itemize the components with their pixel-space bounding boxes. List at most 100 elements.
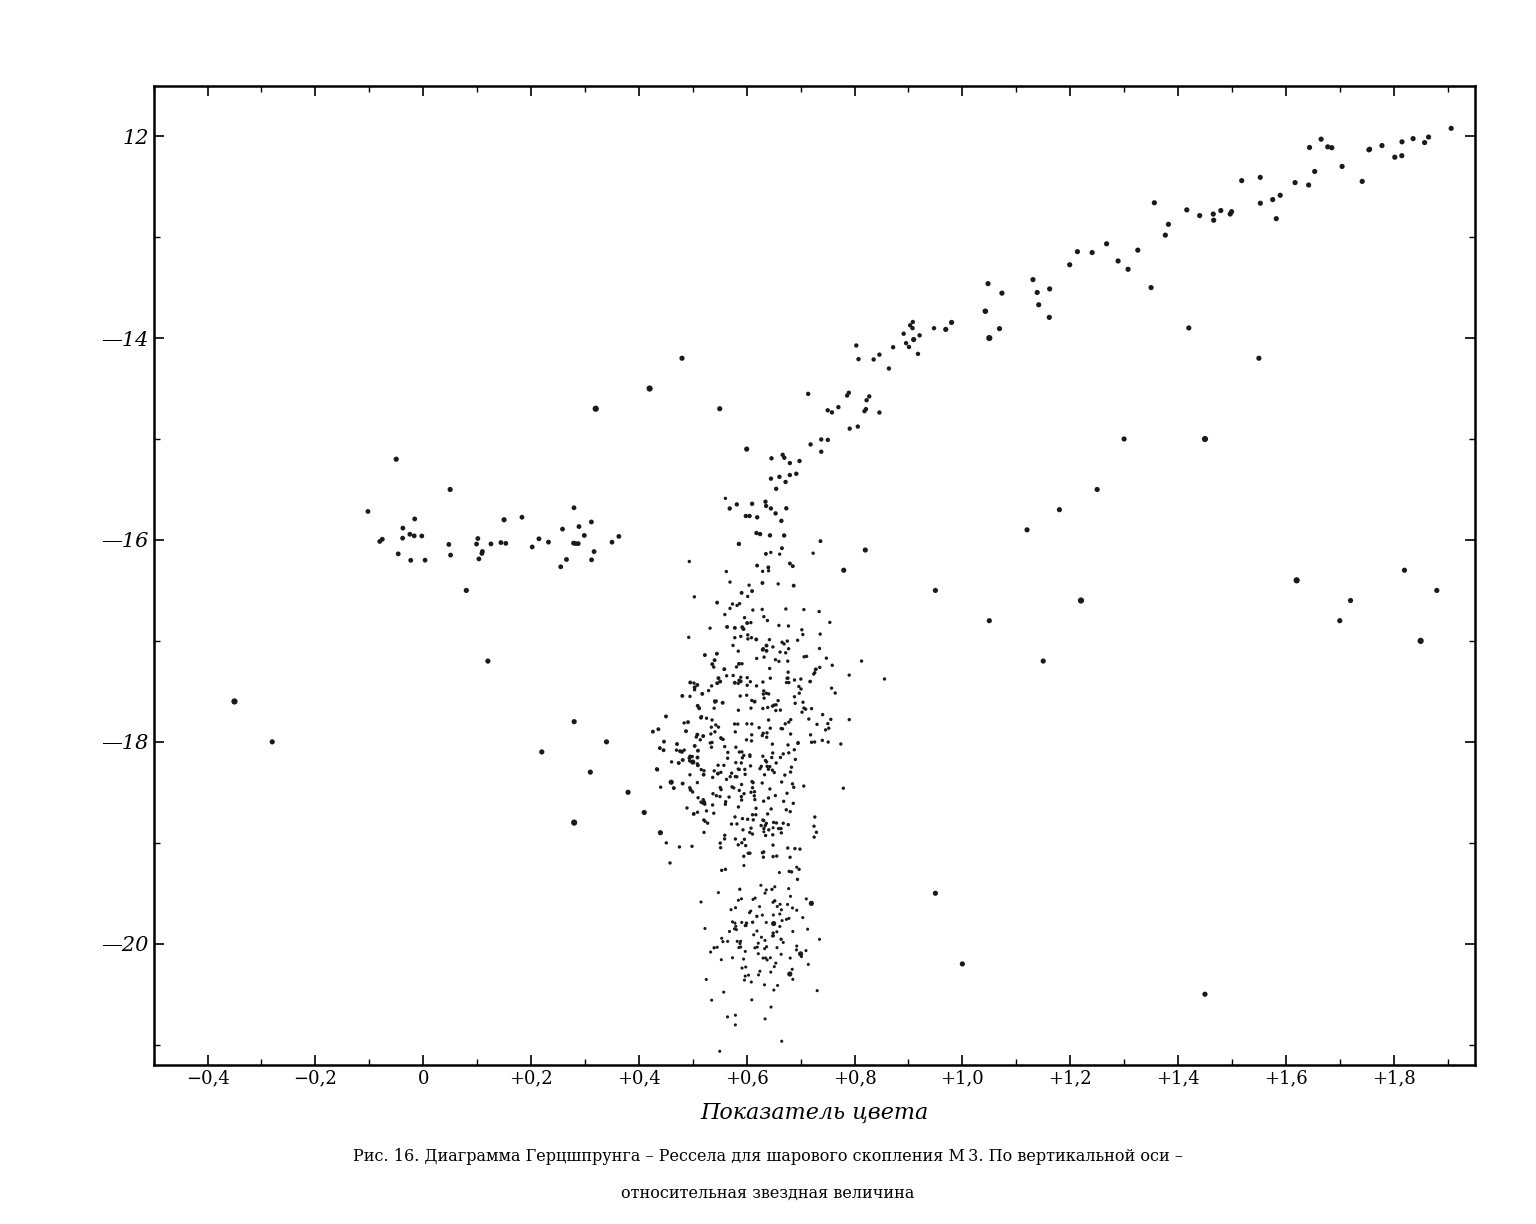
Point	[565, 534, 590, 553]
Point	[783, 694, 808, 714]
Point	[1175, 200, 1200, 219]
Point	[790, 621, 814, 640]
Point	[816, 400, 840, 420]
Point	[1424, 580, 1448, 600]
Point	[759, 748, 783, 767]
Point	[708, 728, 733, 748]
Point	[654, 834, 679, 853]
Point	[1382, 147, 1407, 166]
Point	[607, 526, 631, 546]
Point	[780, 793, 805, 813]
Point	[783, 838, 808, 858]
Point	[722, 628, 746, 647]
Point	[757, 718, 782, 738]
Point	[1264, 209, 1289, 229]
Point	[796, 955, 820, 974]
Point	[717, 787, 742, 807]
Point	[1048, 499, 1072, 519]
Point	[733, 971, 757, 990]
Point	[746, 965, 771, 984]
Point	[808, 639, 833, 659]
Point	[809, 731, 834, 750]
Point	[708, 834, 733, 853]
Point	[677, 687, 702, 706]
Point	[794, 889, 819, 908]
Point	[700, 710, 725, 730]
Point	[785, 630, 809, 650]
Point	[759, 542, 783, 562]
Point	[751, 823, 776, 842]
Point	[1298, 137, 1322, 157]
Point	[688, 892, 713, 912]
Point	[402, 526, 427, 546]
Point	[685, 676, 710, 695]
Point	[699, 942, 723, 962]
Point	[779, 862, 803, 881]
Point	[780, 922, 805, 941]
Point	[648, 777, 673, 797]
Point	[762, 927, 786, 946]
Point	[820, 403, 845, 422]
Point	[654, 706, 679, 726]
Point	[743, 523, 768, 542]
Point	[730, 742, 754, 761]
Point	[530, 742, 554, 761]
Point	[667, 753, 691, 772]
Point	[923, 884, 948, 903]
Point	[1069, 591, 1094, 611]
Point	[1350, 171, 1375, 191]
Point	[823, 683, 848, 703]
Point	[750, 774, 774, 793]
Point	[777, 802, 802, 821]
Point	[703, 692, 728, 711]
Point	[734, 507, 759, 526]
Point	[734, 730, 759, 749]
Point	[779, 763, 803, 782]
Point	[398, 524, 422, 543]
Point	[742, 925, 766, 945]
Text: Рис. 16. Диаграмма Герцшпрунга – Рессела для шарового скопления М 3. По вертикал: Рис. 16. Диаграмма Герцшпрунга – Рессела…	[353, 1148, 1183, 1165]
Point	[857, 387, 882, 406]
Point	[786, 859, 811, 879]
Point	[470, 542, 495, 562]
Point	[754, 814, 779, 834]
Point	[760, 743, 785, 763]
Point	[567, 517, 591, 536]
Point	[826, 398, 851, 417]
Point	[691, 726, 716, 745]
Point	[702, 650, 727, 670]
Point	[594, 732, 619, 752]
Point	[831, 561, 856, 580]
Point	[734, 913, 759, 933]
Point	[759, 498, 783, 518]
Point	[728, 667, 753, 687]
Point	[731, 820, 756, 840]
Point	[799, 699, 823, 718]
Point	[696, 681, 720, 700]
Point	[670, 687, 694, 706]
Point	[713, 794, 737, 814]
Point	[223, 692, 247, 711]
Point	[467, 550, 492, 569]
Point	[740, 810, 765, 830]
Point	[1112, 430, 1137, 449]
Point	[699, 676, 723, 695]
Point	[645, 760, 670, 780]
Point	[786, 733, 811, 753]
Point	[493, 534, 518, 553]
Point	[1192, 984, 1217, 1004]
Point	[702, 722, 727, 742]
Point	[753, 750, 777, 770]
Point	[760, 927, 785, 946]
Point	[768, 905, 793, 924]
Point	[776, 838, 800, 858]
Point	[763, 753, 788, 772]
Point	[705, 592, 730, 612]
Point	[510, 508, 535, 528]
Point	[743, 798, 768, 818]
Point	[728, 687, 753, 706]
Point	[696, 814, 720, 834]
Point	[785, 869, 809, 889]
Point	[714, 770, 739, 789]
Point	[739, 613, 763, 633]
